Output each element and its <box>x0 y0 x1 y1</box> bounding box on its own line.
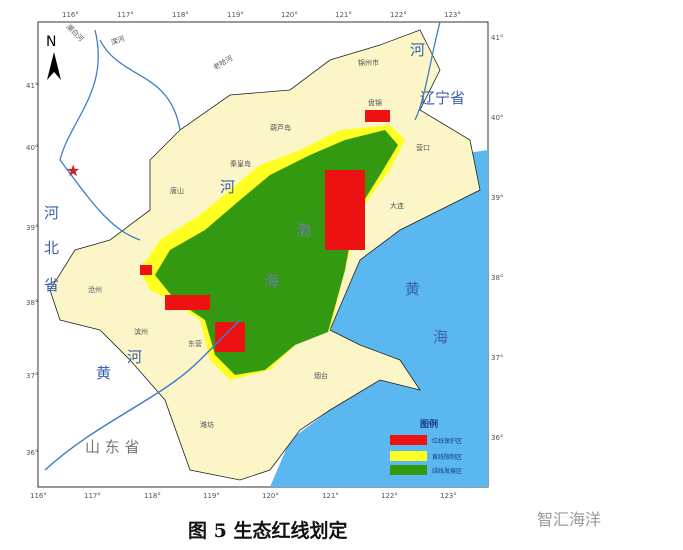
city-label: 滨州 <box>134 327 148 336</box>
red-zone-liaodong <box>325 170 365 250</box>
svg-text:38°: 38° <box>491 274 503 282</box>
city-label: 东营 <box>188 339 202 348</box>
svg-text:38°: 38° <box>26 299 38 307</box>
svg-text:119°: 119° <box>227 11 244 19</box>
river <box>59 29 141 241</box>
legend-label: 绿线发展区 <box>432 467 462 475</box>
capital-star-icon: ★ <box>66 161 80 180</box>
label-yellow-sea: 黄 <box>405 280 420 298</box>
svg-text:122°: 122° <box>381 492 398 500</box>
svg-text:118°: 118° <box>144 492 161 500</box>
city-label: 烟台 <box>314 371 328 380</box>
legend-title: 图例 <box>420 418 438 430</box>
svg-text:40°: 40° <box>26 144 38 152</box>
red-zone-laizhou <box>215 322 245 352</box>
north-label: N <box>46 34 56 50</box>
svg-text:36°: 36° <box>26 449 38 457</box>
river <box>414 21 441 121</box>
label-hebei: 北 <box>44 239 59 257</box>
svg-text:120°: 120° <box>262 492 279 500</box>
red-zone-panjin <box>365 110 390 122</box>
svg-text:121°: 121° <box>322 492 339 500</box>
label-yellow-river: 黄 <box>96 364 111 382</box>
svg-text:41°: 41° <box>491 34 503 42</box>
figure-caption: 图 5 生态红线划定 <box>188 520 348 542</box>
north-arrow-icon <box>47 52 61 80</box>
city-label: 沧州 <box>88 285 102 294</box>
legend-label: 黄线限制区 <box>432 453 462 461</box>
label-yellow-sea: 海 <box>433 328 448 346</box>
legend-swatch-yellow <box>390 451 427 461</box>
svg-text:120°: 120° <box>281 11 298 19</box>
red-zone-small <box>140 265 152 275</box>
label-bohai: 海 <box>264 272 279 290</box>
svg-text:121°: 121° <box>335 11 352 19</box>
longitude-ticks: 116° 117° 118° 119° 120° 121° 122° 123° … <box>30 11 461 500</box>
svg-text:39°: 39° <box>491 194 503 202</box>
city-label: 大连 <box>390 201 404 210</box>
svg-text:117°: 117° <box>84 492 101 500</box>
svg-text:117°: 117° <box>117 11 134 19</box>
svg-text:122°: 122° <box>390 11 407 19</box>
svg-text:41°: 41° <box>26 82 38 90</box>
city-label: 盘锦 <box>368 98 382 107</box>
latitude-ticks: 41° 40° 39° 38° 37° 36° 41° 40° 39° 38° … <box>26 34 503 457</box>
city-label: 唐山 <box>170 186 184 195</box>
river <box>99 39 181 131</box>
legend: 图例 红线保护区 黄线限制区 绿线发展区 <box>390 418 462 475</box>
svg-text:123°: 123° <box>440 492 457 500</box>
city-label: 秦皇岛 <box>230 159 251 168</box>
city-label: 锦州市 <box>358 58 379 67</box>
svg-text:118°: 118° <box>172 11 189 19</box>
label-yellow-river: 河 <box>127 348 142 366</box>
label-liao-river: 河 <box>410 41 425 59</box>
yellow-sea <box>270 150 488 487</box>
svg-text:116°: 116° <box>62 11 79 19</box>
label-he: 河 <box>220 178 235 196</box>
svg-text:40°: 40° <box>491 114 503 122</box>
svg-text:123°: 123° <box>444 11 461 19</box>
label-hebei: 河 <box>44 204 59 222</box>
city-label: 营口 <box>416 143 430 152</box>
city-label: 潍坊 <box>200 420 214 429</box>
legend-label: 红线保护区 <box>432 437 462 445</box>
legend-swatch-green <box>390 465 427 475</box>
red-zone-tianjin <box>165 295 210 310</box>
label-liaoning: 辽宁省 <box>420 89 465 107</box>
label-bohai: 渤 <box>296 221 311 239</box>
svg-text:116°: 116° <box>30 492 47 500</box>
svg-text:37°: 37° <box>26 372 38 380</box>
label-shandong: 山 东 省 <box>85 438 140 456</box>
label-hebei: 省 <box>44 276 59 294</box>
city-label: 葫芦岛 <box>270 123 291 132</box>
legend-swatch-red <box>390 435 427 445</box>
svg-text:37°: 37° <box>491 354 503 362</box>
yellow-river <box>44 319 241 471</box>
watermark: 智汇海洋 <box>537 510 602 529</box>
svg-text:39°: 39° <box>26 224 38 232</box>
svg-text:36°: 36° <box>491 434 503 442</box>
svg-text:119°: 119° <box>203 492 220 500</box>
